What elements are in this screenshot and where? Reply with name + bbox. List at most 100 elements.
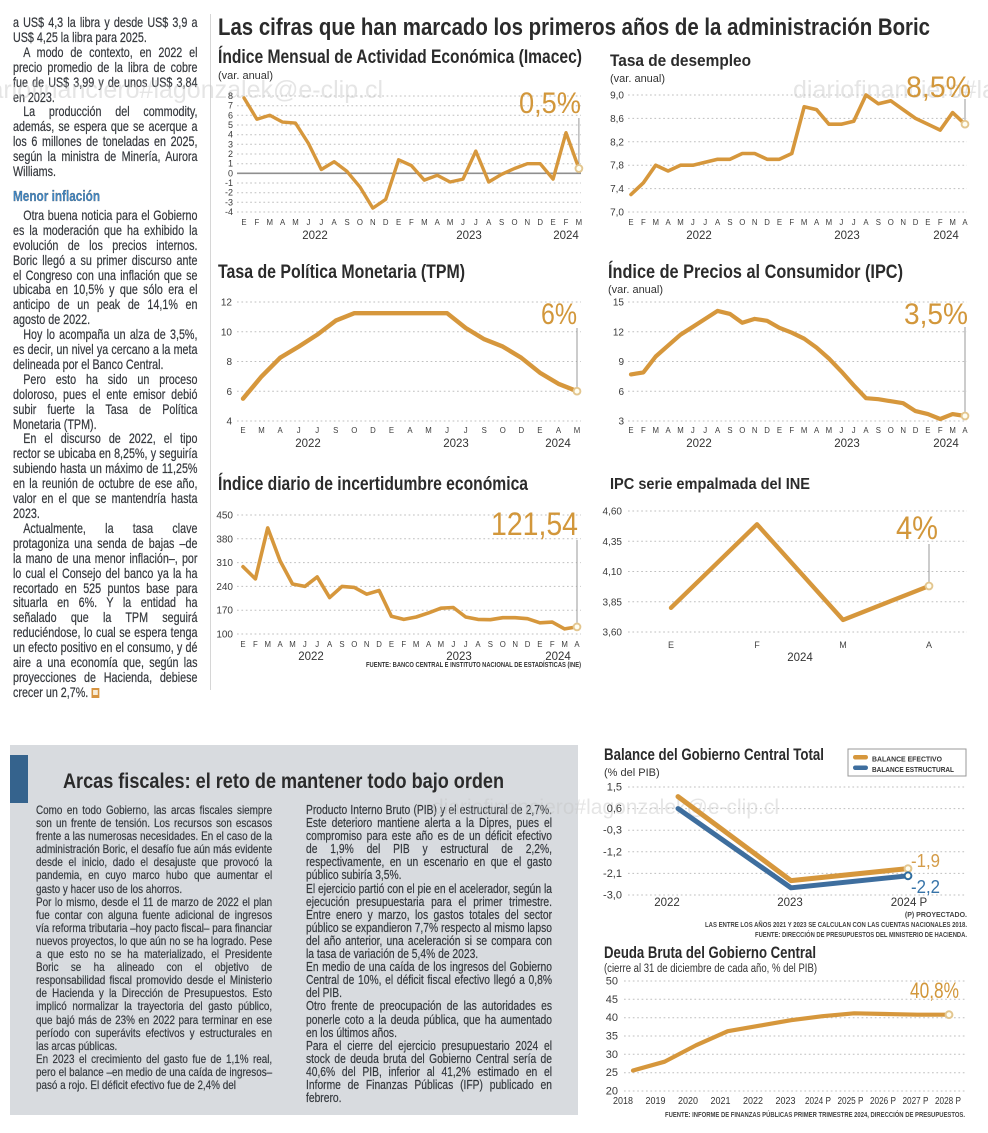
- svg-text:J: J: [839, 426, 843, 435]
- svg-text:380: 380: [216, 534, 233, 545]
- svg-text:15: 15: [613, 298, 625, 309]
- svg-text:9,0: 9,0: [610, 91, 624, 102]
- svg-text:A: A: [327, 640, 333, 649]
- svg-text:3: 3: [228, 139, 233, 149]
- svg-text:E: E: [537, 426, 542, 435]
- svg-text:A: A: [280, 218, 286, 227]
- svg-text:M: M: [292, 218, 299, 227]
- svg-text:O: O: [500, 640, 506, 649]
- svg-text:6: 6: [226, 387, 232, 398]
- svg-text:E: E: [777, 218, 782, 227]
- svg-text:-1,2: -1,2: [603, 846, 622, 858]
- svg-text:S: S: [344, 218, 349, 227]
- svg-text:E: E: [241, 218, 246, 227]
- svg-text:S: S: [727, 426, 732, 435]
- svg-text:J: J: [297, 426, 301, 435]
- svg-text:A: A: [926, 640, 932, 650]
- svg-text:2019: 2019: [646, 1095, 666, 1107]
- svg-text:A: A: [715, 218, 721, 227]
- svg-text:J: J: [315, 640, 319, 649]
- svg-text:A: A: [475, 640, 481, 649]
- svg-text:2023: 2023: [446, 651, 472, 663]
- svg-text:-2,1: -2,1: [603, 868, 622, 880]
- svg-text:Balance del Gobierno Central T: Balance del Gobierno Central Total: [604, 745, 824, 764]
- svg-text:M: M: [826, 426, 833, 435]
- svg-text:E: E: [925, 426, 930, 435]
- svg-text:2023: 2023: [834, 230, 860, 242]
- svg-text:4,35: 4,35: [603, 537, 623, 548]
- svg-text:J: J: [839, 218, 843, 227]
- svg-text:7,4: 7,4: [610, 184, 624, 195]
- svg-text:M: M: [839, 640, 847, 650]
- svg-text:BALANCE ESTRUCTURAL: BALANCE ESTRUCTURAL: [872, 765, 954, 774]
- svg-text:S: S: [727, 218, 732, 227]
- svg-text:J: J: [464, 426, 468, 435]
- svg-text:N: N: [900, 426, 906, 435]
- svg-text:S: S: [482, 426, 487, 435]
- svg-text:E: E: [628, 218, 633, 227]
- svg-text:D: D: [383, 218, 389, 227]
- svg-text:M: M: [561, 640, 568, 649]
- svg-text:A: A: [556, 426, 562, 435]
- svg-text:J: J: [445, 426, 449, 435]
- svg-text:E: E: [925, 218, 930, 227]
- svg-text:A: A: [407, 426, 413, 435]
- svg-text:8,5%: 8,5%: [906, 71, 971, 104]
- svg-text:FUENTE: INFORME DE FINANZAS PÚ: FUENTE: INFORME DE FINANZAS PÚBLICAS PRI…: [665, 1110, 965, 1119]
- svg-text:2024: 2024: [933, 230, 959, 242]
- svg-text:Índice Mensual de Actividad Ec: Índice Mensual de Actividad Económica (I…: [218, 46, 582, 68]
- svg-text:A: A: [814, 426, 820, 435]
- svg-text:5: 5: [228, 120, 233, 130]
- svg-text:2025 P: 2025 P: [838, 1095, 864, 1107]
- svg-text:LAS ENTRE LOS AÑOS 2021 Y 2023: LAS ENTRE LOS AÑOS 2021 Y 2023 SE CALCUL…: [705, 920, 967, 929]
- svg-text:9: 9: [618, 357, 624, 368]
- svg-text:Índice de Precios al Consumido: Índice de Precios al Consumidor (IPC): [608, 261, 903, 283]
- svg-text:Las cifras que han marcado los: Las cifras que han marcado los primeros …: [218, 14, 930, 41]
- svg-text:2022: 2022: [686, 438, 712, 450]
- svg-text:N: N: [370, 218, 376, 227]
- svg-text:N: N: [752, 426, 758, 435]
- svg-text:2027 P: 2027 P: [903, 1095, 929, 1107]
- svg-text:O: O: [351, 640, 357, 649]
- svg-text:(cierre al 31 de diciembre de: (cierre al 31 de diciembre de cada año, …: [604, 963, 817, 975]
- svg-text:E: E: [668, 640, 674, 650]
- svg-text:2024: 2024: [553, 230, 579, 242]
- svg-text:D: D: [913, 218, 919, 227]
- svg-text:1,5: 1,5: [607, 782, 622, 794]
- svg-text:(P) PROYECTADO.: (P) PROYECTADO.: [905, 912, 967, 919]
- svg-text:N: N: [364, 640, 370, 649]
- svg-text:3: 3: [618, 417, 624, 428]
- svg-text:45: 45: [606, 994, 618, 1006]
- svg-text:6: 6: [228, 110, 233, 120]
- svg-text:J: J: [691, 426, 695, 435]
- svg-text:N: N: [525, 218, 531, 227]
- svg-text:F: F: [641, 218, 646, 227]
- svg-text:25: 25: [606, 1067, 618, 1079]
- svg-text:J: J: [691, 218, 695, 227]
- svg-text:FUENTE: DIRECCIÓN DE PRESUPUES: FUENTE: DIRECCIÓN DE PRESUPUESTOS DEL MI…: [755, 930, 967, 939]
- svg-text:-3: -3: [225, 197, 233, 207]
- svg-text:J: J: [703, 426, 707, 435]
- svg-text:E: E: [551, 218, 556, 227]
- svg-text:M: M: [652, 426, 659, 435]
- svg-text:2023: 2023: [456, 230, 482, 242]
- svg-text:D: D: [519, 426, 525, 435]
- svg-text:2022: 2022: [654, 897, 680, 909]
- svg-text:450: 450: [216, 511, 233, 522]
- svg-text:4: 4: [228, 130, 233, 140]
- svg-text:(var. anual): (var. anual): [610, 73, 665, 85]
- svg-text:(var. anual): (var. anual): [218, 70, 273, 82]
- svg-text:E: E: [396, 218, 401, 227]
- svg-text:2022: 2022: [686, 230, 712, 242]
- svg-text:M: M: [801, 218, 808, 227]
- svg-text:O: O: [888, 426, 894, 435]
- svg-text:D: D: [764, 218, 770, 227]
- svg-text:40,8%: 40,8%: [910, 978, 959, 1003]
- svg-text:12: 12: [613, 327, 625, 338]
- svg-text:J: J: [703, 218, 707, 227]
- svg-text:A: A: [278, 426, 284, 435]
- svg-text:J: J: [464, 640, 468, 649]
- svg-text:7: 7: [228, 101, 233, 111]
- svg-text:2024 P: 2024 P: [805, 1095, 831, 1107]
- svg-text:M: M: [447, 218, 454, 227]
